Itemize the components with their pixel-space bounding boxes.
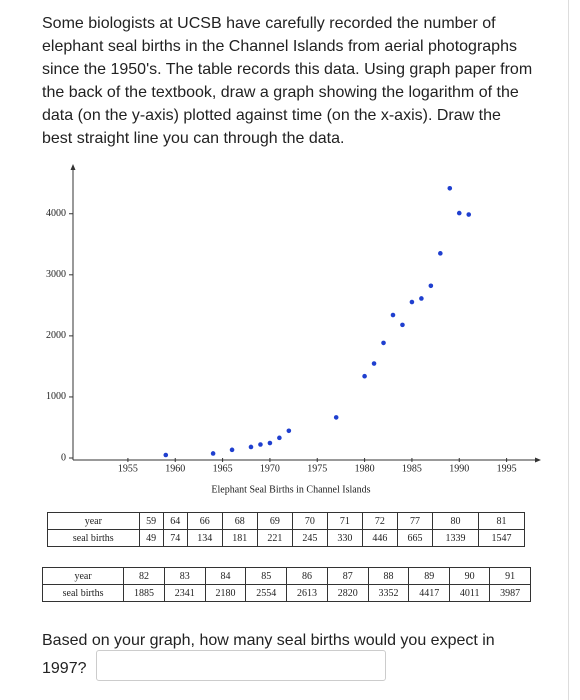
data-point [277, 435, 282, 441]
data-point [438, 251, 443, 256]
table-cell: 181 [221, 529, 258, 547]
x-tick-label: 1960 [165, 463, 185, 474]
row-header: year [41, 567, 125, 585]
answer-input[interactable] [96, 650, 386, 681]
data-point [447, 185, 453, 191]
data-point [229, 447, 235, 453]
data-point [419, 296, 424, 301]
table-cell: 66 [186, 512, 223, 530]
table-cell: 4011 [449, 584, 491, 602]
table-row: seal births 1885 2341 2180 2554 2613 2820 3352 4… [41, 584, 531, 602]
table-cell: 86 [286, 567, 328, 585]
table-cell: 84 [204, 567, 247, 585]
table-cell: 2613 [286, 584, 328, 602]
table-row: year 82 83 84 85 86 87 88 89 90 91 [41, 567, 531, 585]
table-row: seal births 49 74 134 181 221 245 330 446 665 1339… [47, 529, 526, 547]
x-tick-label: 1980 [355, 463, 375, 474]
data-point [362, 373, 367, 379]
x-axis-arrow [535, 457, 541, 463]
table-cell: 82 [123, 567, 165, 585]
row-header: seal births [47, 529, 140, 547]
data-point [333, 415, 339, 420]
table-cell: 2820 [326, 584, 369, 602]
y-axis-arrow [70, 164, 76, 170]
table-cell: 330 [326, 529, 363, 547]
data-point [456, 210, 462, 216]
data-point [258, 442, 263, 447]
question-text: Based on your graph, how many seal birth… [42, 632, 495, 677]
table-cell: 4417 [408, 584, 451, 602]
data-point [267, 440, 273, 446]
table-cell: 85 [245, 567, 288, 585]
x-tick-label: 1955 [118, 463, 138, 474]
table-cell: 87 [326, 567, 369, 585]
data-point [371, 361, 377, 366]
data-point [286, 428, 292, 434]
x-tick-label: 1965 [213, 463, 233, 474]
table-cell: 134 [186, 529, 223, 547]
table-cell: 2554 [245, 584, 288, 602]
table-cell: 2341 [163, 584, 206, 602]
chart: Elephant Seal Births in Channel Islands … [46, 164, 541, 495]
table-cell: 221 [256, 529, 293, 547]
table-cell: 74 [162, 529, 188, 547]
table-cell: 245 [291, 529, 328, 547]
y-tick-label: 3000 [46, 269, 66, 280]
table-cell: 1547 [477, 529, 526, 547]
table-cell: 3352 [367, 584, 410, 602]
data-point [390, 312, 396, 318]
x-tick-label: 1985 [402, 463, 422, 474]
table-cell: 665 [396, 529, 433, 547]
table-cell: 72 [361, 512, 398, 530]
table-cell: 71 [326, 512, 363, 530]
table-cell: 1885 [123, 584, 165, 602]
row-header: seal births [41, 584, 125, 602]
x-tick-label: 1975 [307, 463, 327, 474]
data-point [409, 299, 415, 305]
table-cell: 59 [138, 512, 164, 530]
table-cell: 80 [431, 512, 479, 530]
table-cell: 81 [477, 512, 526, 530]
table-cell: 68 [221, 512, 258, 530]
x-tick-label: 1970 [260, 463, 280, 474]
row-header: year [47, 512, 140, 530]
data-point [466, 212, 472, 217]
table-cell: 1339 [431, 529, 479, 547]
chart-caption: Elephant Seal Births in Channel Islands [211, 484, 370, 495]
table-cell: 69 [256, 512, 293, 530]
x-tick-label: 1995 [497, 463, 517, 474]
y-tick-label: 0 [61, 452, 66, 463]
table-row: year 59 64 66 68 69 70 71 72 77 80 81 [47, 512, 526, 530]
table-cell: 49 [138, 529, 164, 547]
x-tick-label: 1990 [449, 463, 469, 474]
table-cell: 91 [489, 567, 531, 585]
table-cell: 89 [408, 567, 451, 585]
table-cell: 70 [291, 512, 328, 530]
y-tick-label: 1000 [46, 391, 66, 402]
table-cell: 90 [449, 567, 491, 585]
y-tick-label: 4000 [46, 208, 66, 219]
data-point [428, 283, 434, 289]
table-cell: 77 [396, 512, 433, 530]
table-cell: 88 [367, 567, 410, 585]
problem-text: Some biologists at UCSB have carefully r… [42, 15, 533, 147]
data-table: year 59 64 66 68 69 70 71 72 77 80 81 seal births 49 7… [47, 512, 526, 547]
data-point [163, 452, 169, 458]
data-point [400, 322, 405, 328]
data-table: year 82 83 84 85 86 87 88 89 90 91 seal births 1885 2… [41, 567, 531, 602]
data-point [381, 340, 386, 346]
table-cell: 64 [162, 512, 188, 530]
data-point [248, 444, 254, 450]
table-cell: 446 [361, 529, 398, 547]
data-point [210, 451, 216, 456]
table-cell: 3987 [489, 584, 531, 602]
y-tick-label: 2000 [46, 330, 66, 341]
table-cell: 83 [163, 567, 206, 585]
table-cell: 2180 [204, 584, 247, 602]
